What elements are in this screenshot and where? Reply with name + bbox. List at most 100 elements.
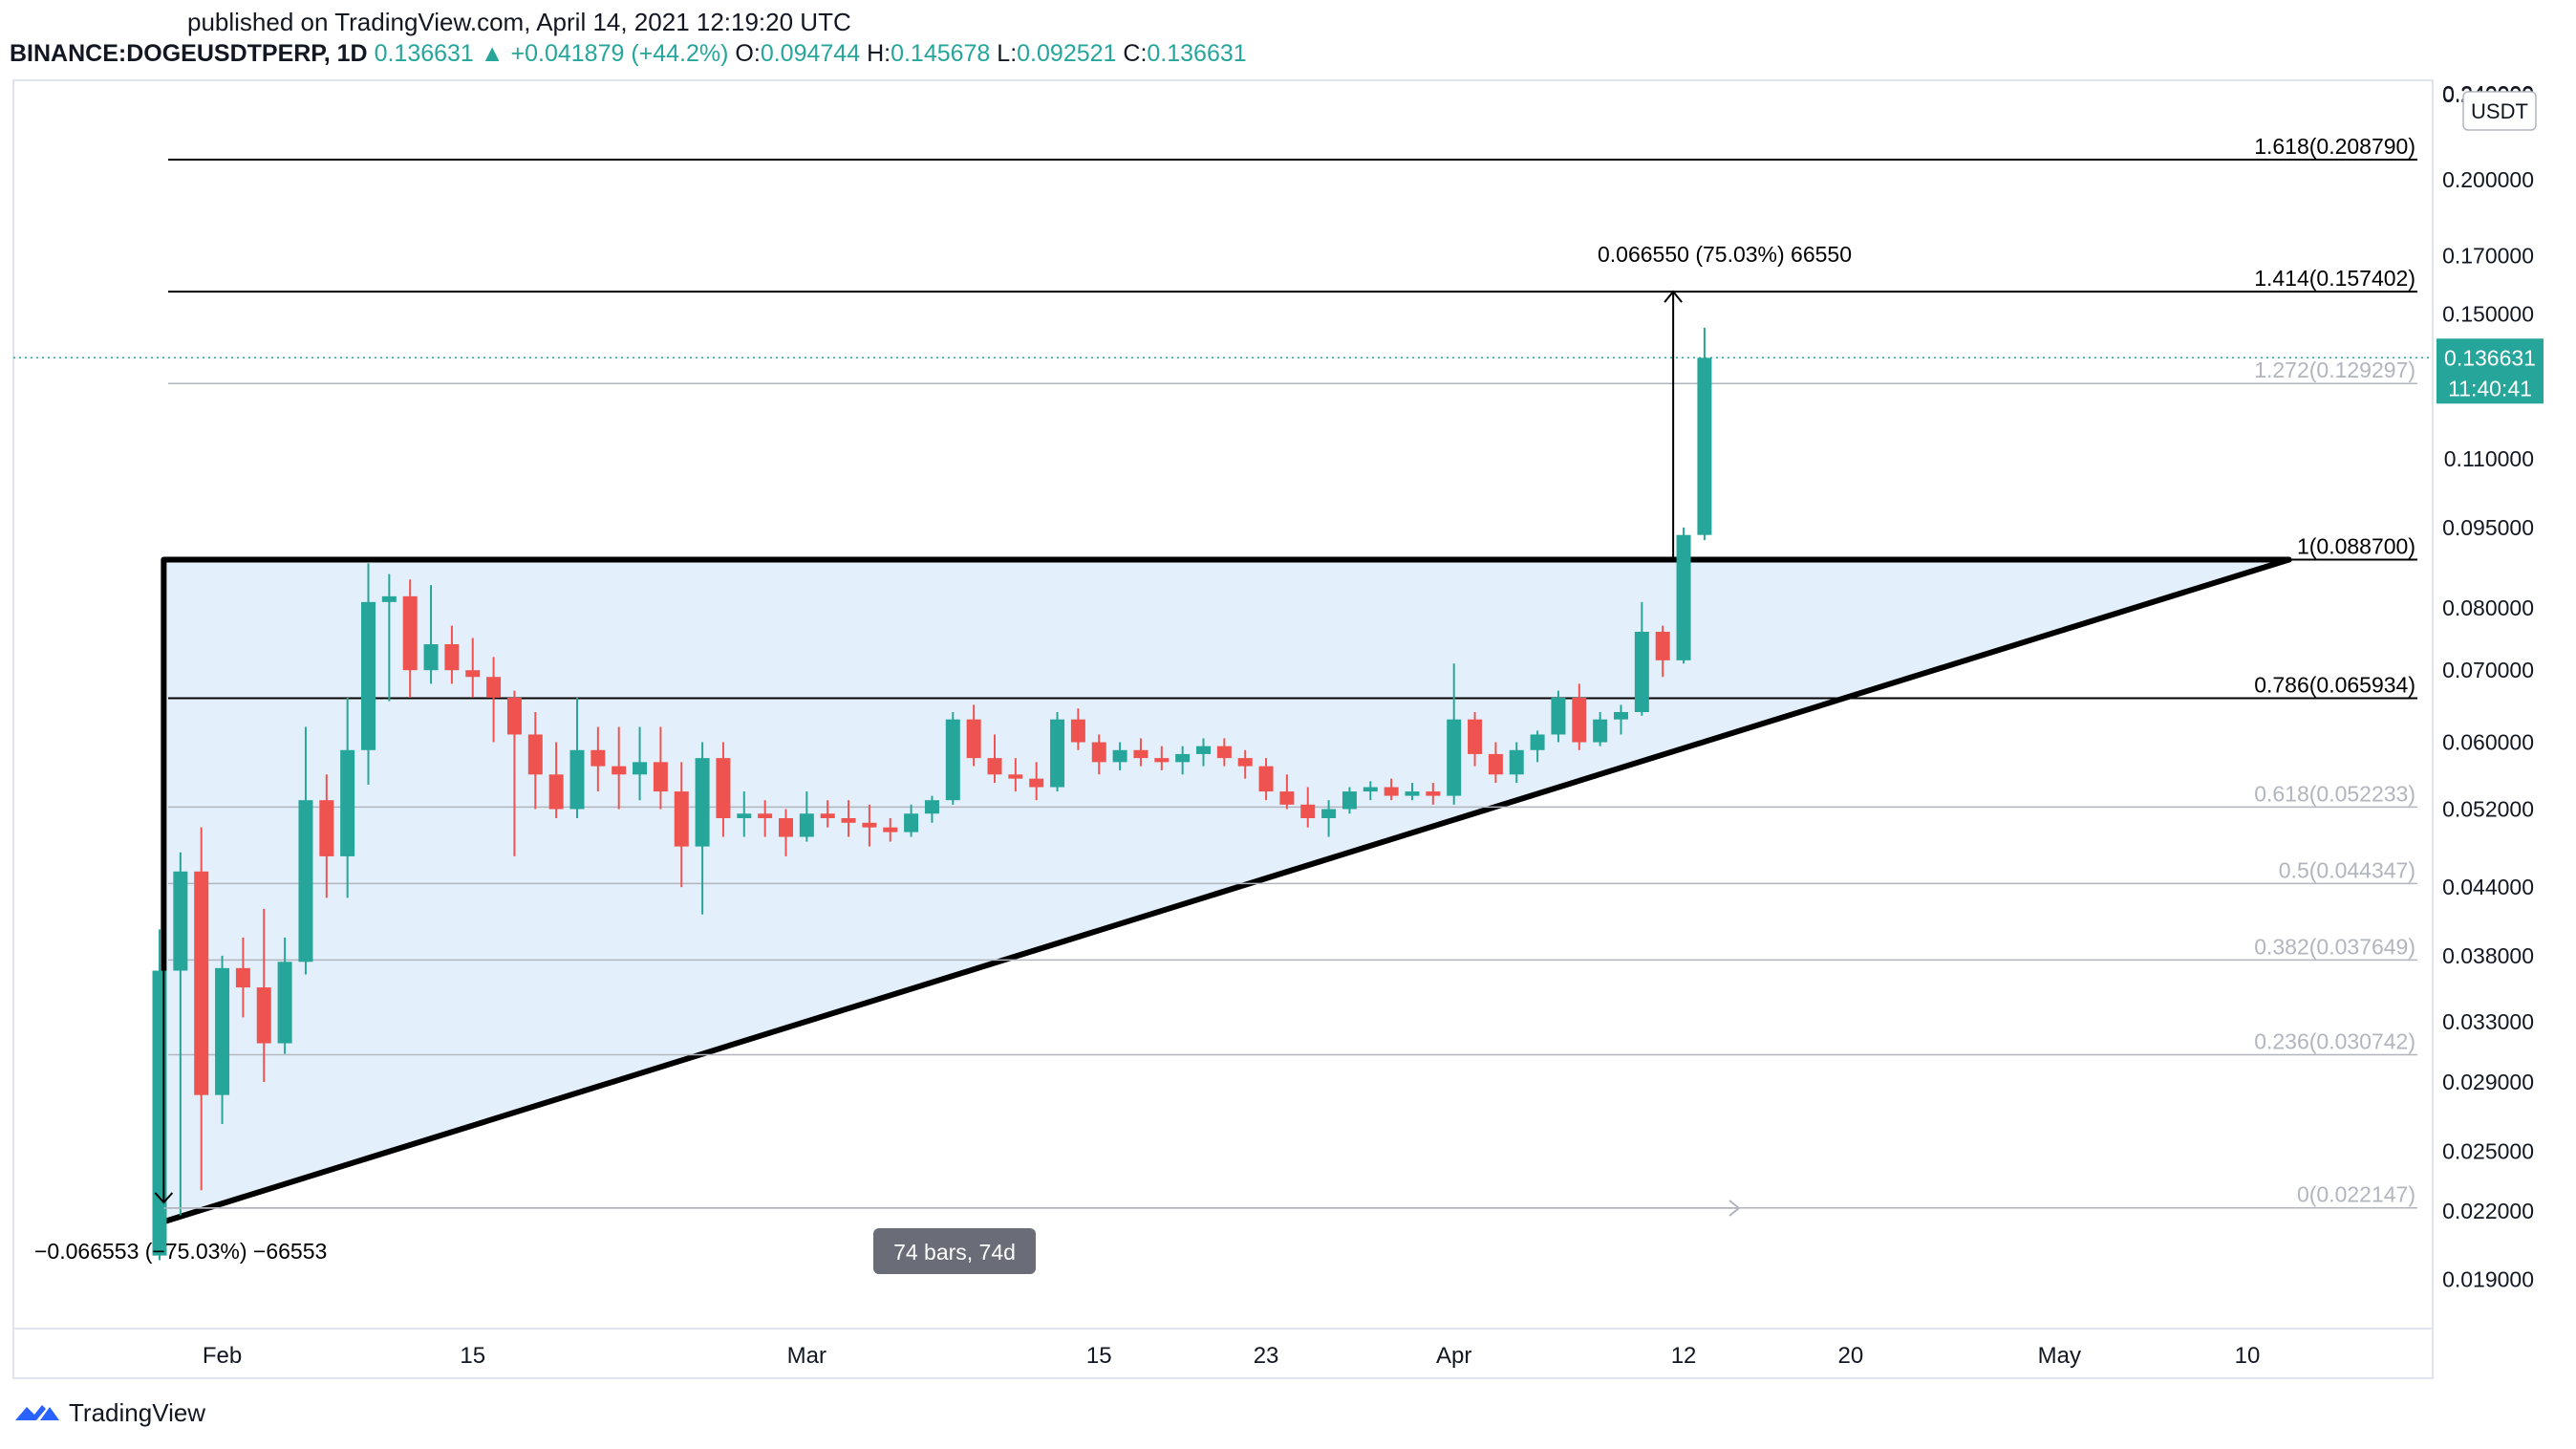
tradingview-logo-icon [15,1404,59,1420]
candle-body [1237,758,1253,767]
candle-body [1572,697,1587,743]
candle-body [1196,746,1211,754]
last-price-label: 0.136631 11:40:41 [2436,338,2544,404]
fib-level-label: 1.272(0.129297) [2254,357,2415,382]
fib-level-label: 0(0.022147) [2297,1182,2415,1207]
candle [1426,783,1441,805]
last-price: 0.136631 [374,40,474,67]
candle-body [779,817,793,837]
candle-body [1091,742,1106,763]
candle [548,742,564,818]
candle [966,704,981,767]
fib-level-label: 0.5(0.044347) [2279,857,2415,882]
candle [381,573,397,702]
y-tick-label: 0.038000 [2442,943,2534,968]
candle [1614,704,1628,735]
candle-body [1029,778,1044,788]
candle-body [1279,791,1295,805]
candle-body [1468,719,1483,754]
candle [444,625,460,684]
last-price-countdown: 11:40:41 [2448,376,2532,400]
candle [862,804,877,847]
open-label: O: [735,40,761,67]
candle [716,742,731,837]
candle [298,726,313,975]
candle [569,697,585,818]
candle-body [1342,791,1357,810]
y-tick-label: 0.150000 [2442,302,2534,327]
candle-body [945,719,960,801]
candle-body [319,800,334,856]
candle-body [883,827,898,833]
candle [1029,762,1044,801]
high-value: 0.145678 [891,40,991,67]
candle [883,817,898,842]
candle-body [1384,787,1399,796]
currency-label: USDT [2471,99,2528,123]
candle [1279,774,1295,810]
candle-body [1634,631,1649,712]
candle [1551,690,1566,743]
currency-badge: USDT [2462,91,2537,131]
y-tick-label: 0.029000 [2442,1070,2534,1094]
candle [1008,758,1023,792]
x-tick-label: 10 [2235,1343,2261,1369]
candle [674,762,689,888]
x-axis-band [12,1328,2434,1379]
fib-level-label: 0.382(0.037649) [2254,934,2415,959]
candle [590,726,606,792]
candle [1154,746,1170,770]
candle-body [1133,749,1148,759]
last-price-label-bg [2436,338,2544,404]
x-tick-label: 12 [1671,1343,1697,1369]
fib-level-label: 1.618(0.208790) [2254,134,2415,159]
y-tick-label: 0.095000 [2442,515,2534,540]
candle [319,774,334,898]
candle-body [1363,787,1378,792]
candle [1634,601,1649,716]
candle-body [465,670,481,678]
candle-body [1050,719,1065,788]
candle [1091,734,1106,775]
candle [1447,663,1462,805]
candle [235,937,250,1018]
published-text: published on TradingView.com, April 14, … [187,8,851,36]
y-tick-label: 0.110000 [2444,446,2534,471]
candle-body [235,967,250,988]
currency-badge-box [2462,91,2537,131]
candle-body [548,774,564,810]
candle [402,579,418,698]
y-tick-label: 0.080000 [2442,595,2534,620]
candle [361,563,376,785]
y-tick-label: 0.033000 [2442,1009,2534,1034]
candle-body [1509,749,1524,775]
ascending-triangle [161,556,2292,1225]
candle [633,726,648,801]
candle-body [173,871,188,971]
fib-level-label: 0.786(0.065934) [2254,672,2415,697]
candle [799,791,814,842]
candle-body [215,967,230,1095]
candle-body [194,871,209,1095]
candle [423,585,439,684]
symbol-label: BINANCE:DOGEUSDTPERP, 1D [10,40,368,67]
close-label: C: [1123,40,1148,67]
x-tick-label: 20 [1837,1343,1863,1369]
tradingview-brand[interactable]: TradingView [13,1398,205,1428]
candle-body [1154,758,1170,763]
candle [173,852,188,1216]
x-tick-label: 15 [1086,1343,1112,1369]
y-tick-label: 0.060000 [2442,730,2534,755]
candle [1697,327,1712,540]
candle-body [506,697,522,735]
candle [779,809,793,856]
candle-body [1405,791,1420,796]
bars-badge: 74 bars, 74d [873,1228,1036,1274]
candle [924,795,939,823]
candle-body [633,762,648,775]
candle [1509,742,1524,784]
candle [904,804,919,837]
y-tick-label: 0.025000 [2442,1139,2534,1164]
candle-body [612,766,627,775]
